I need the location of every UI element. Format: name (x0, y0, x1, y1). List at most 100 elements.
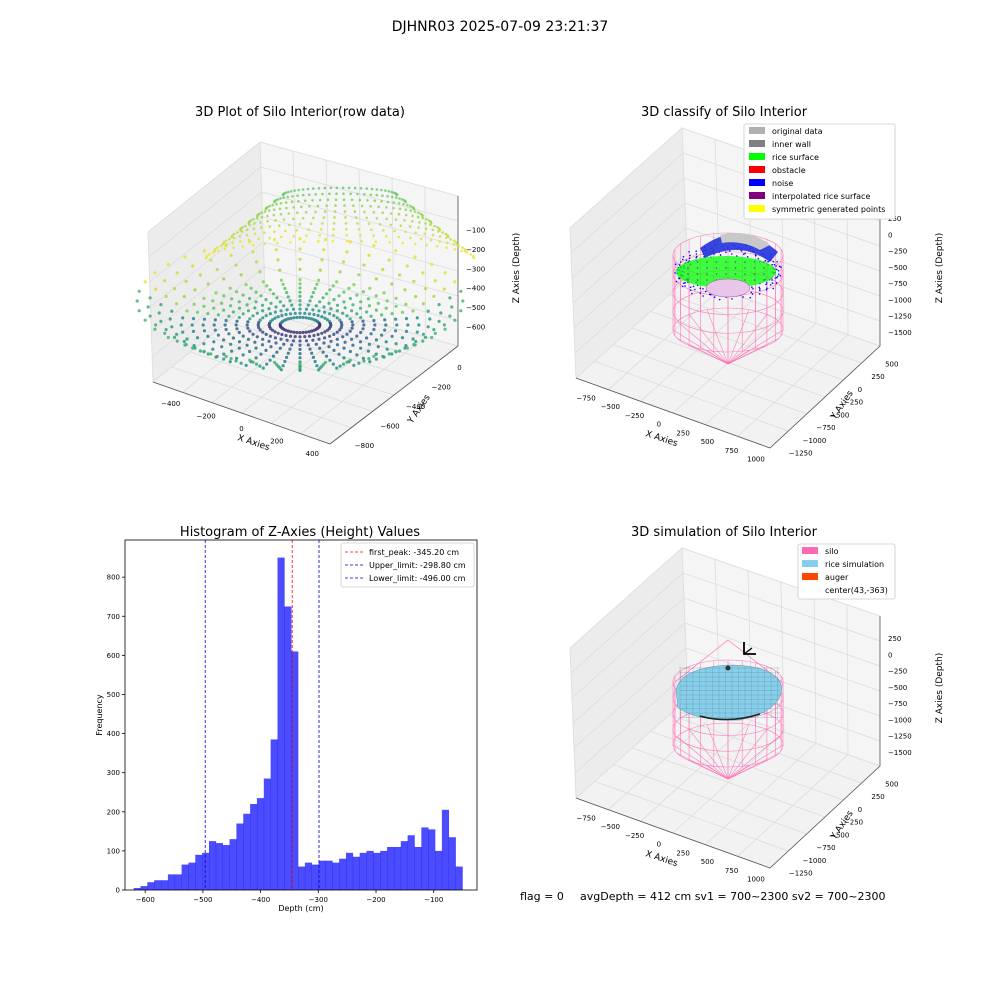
raw-3d-point (408, 225, 412, 228)
raw-3d-point (394, 196, 398, 199)
raw-3d-point (282, 304, 286, 308)
raw-3d-point (324, 354, 329, 358)
raw-3d-point (257, 237, 261, 241)
raw-3d-point (311, 291, 315, 295)
raw-3d-point (381, 267, 385, 272)
raw-3d-point (363, 210, 366, 214)
raw-3d-point (423, 232, 427, 236)
raw-3d-point (298, 356, 302, 360)
raw-3d-point (342, 192, 345, 195)
raw-3d-point (281, 282, 285, 286)
raw-3d-point (185, 337, 189, 341)
raw-3d-point (436, 226, 439, 229)
raw-3d-point (301, 188, 305, 191)
raw-3d-point (272, 208, 276, 211)
raw-3d-point (266, 220, 269, 223)
raw-3d-point (397, 202, 401, 205)
raw-3d-point (215, 354, 219, 359)
raw-3d-point (348, 349, 352, 354)
histogram-bar (345, 852, 354, 890)
raw-3d-point (307, 312, 312, 316)
raw-3d-point (442, 323, 446, 327)
raw-3d-point (205, 254, 209, 258)
raw-3d-point (222, 308, 226, 312)
classify-noise-point (710, 293, 712, 296)
simulation-3d-z-tick-label: −250 (888, 668, 907, 676)
raw-3d-point (438, 235, 442, 238)
raw-3d-point (332, 332, 336, 336)
classify-interpolated-patch (705, 278, 751, 298)
raw-3d-point (338, 328, 342, 332)
raw-3d-point (307, 316, 311, 320)
raw-3d-point (241, 312, 245, 316)
raw-3d-point (333, 210, 337, 213)
raw-3d-point (398, 273, 402, 277)
raw-3d-point (327, 345, 331, 349)
raw-3d-point (417, 226, 420, 229)
raw-3d-point (157, 311, 161, 315)
raw-3d-point (374, 308, 378, 312)
raw-3d-point (231, 234, 234, 237)
raw-3d-point (289, 330, 293, 334)
raw-3d-point (253, 232, 257, 236)
raw-3d-point (385, 347, 389, 351)
raw-3d-point (351, 343, 355, 347)
raw-3d-point (358, 198, 362, 202)
raw-3d-point (372, 244, 376, 248)
raw-3d-point (206, 282, 210, 286)
raw-3d-point (321, 350, 325, 354)
raw-3d-point (390, 352, 394, 356)
raw-3d-point (439, 311, 443, 315)
raw-3d-point (433, 279, 437, 283)
classify-legend: original data inner wall rice surface obsta… (743, 123, 896, 220)
raw-3d-point (378, 223, 382, 226)
histogram-y-tick-label: 300 (107, 769, 120, 777)
raw-3d-point (443, 271, 447, 275)
raw-3d-point (239, 227, 243, 230)
histogram-bar (256, 798, 265, 890)
raw-3d-point (198, 349, 202, 353)
raw-3d-point (293, 189, 296, 192)
raw-3d-point (359, 330, 363, 335)
raw-3d-point (453, 280, 457, 284)
raw-3d-point (348, 329, 352, 333)
raw-3d-point (296, 194, 299, 197)
raw-3d-point (298, 331, 302, 335)
raw-3d-point (223, 248, 227, 251)
raw-3d-point (260, 343, 265, 347)
raw-3d-point (311, 199, 314, 202)
raw-3d-point (224, 327, 228, 332)
raw-3d-point (425, 218, 428, 221)
raw-3d-point (137, 309, 141, 313)
raw-3d-point (441, 231, 444, 234)
raw-3d-point (449, 238, 453, 241)
classify-noise-point (780, 266, 782, 268)
raw-3d-point (335, 366, 339, 370)
classify-interpolated-point (734, 261, 737, 263)
raw-3d-point (245, 303, 249, 307)
raw-3d-point (192, 302, 196, 306)
raw-3d-point (372, 318, 376, 323)
raw-3d-point (257, 320, 261, 325)
raw-3d-point (251, 360, 255, 364)
raw-3d-point (258, 364, 262, 368)
raw-3d-point (413, 242, 417, 246)
raw-3d-point (394, 249, 398, 253)
classify-noise-point (695, 253, 698, 255)
raw-3d-point (298, 257, 302, 261)
raw-3d-point (318, 346, 322, 350)
raw-3d-point (279, 197, 282, 200)
raw-3d-point (318, 322, 322, 326)
raw-3d-point (223, 323, 227, 327)
raw-3d-point (387, 352, 391, 356)
raw-3d-point (340, 323, 344, 327)
raw-3d-point (260, 303, 265, 307)
raw-3d-point (289, 241, 292, 244)
raw-3d-point (248, 317, 252, 321)
raw-3d-point (288, 299, 292, 303)
raw-3d-point (292, 235, 295, 238)
classify-interpolated-point (687, 279, 689, 281)
raw-3d-point (291, 195, 294, 198)
raw-3d-point (320, 315, 324, 319)
raw-3d-point (325, 328, 329, 332)
